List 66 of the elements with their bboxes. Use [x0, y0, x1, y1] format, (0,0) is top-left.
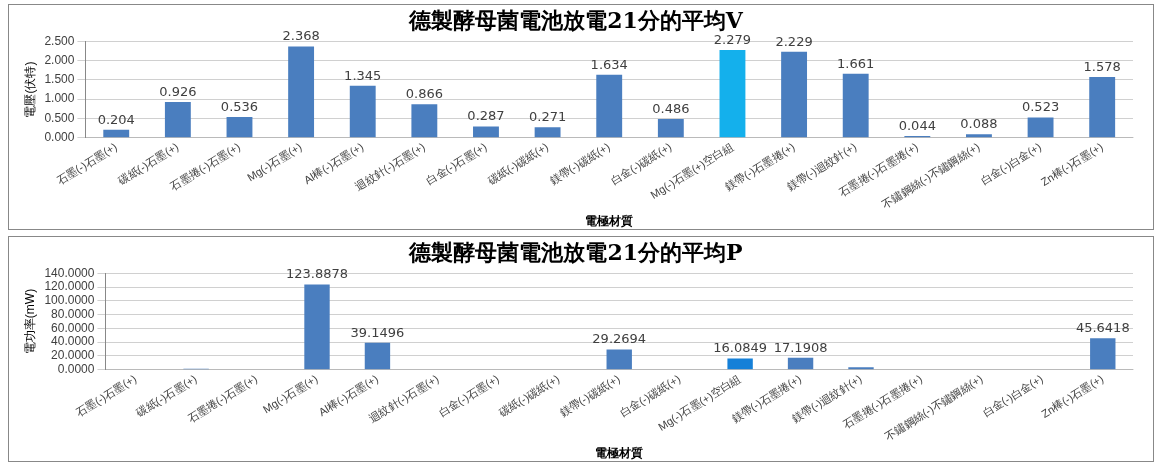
chart-title: 德製酵母菌電池放電21分的平均P: [408, 238, 743, 265]
y-tick-label: 1.000: [44, 91, 75, 106]
y-tick-label: 1.500: [44, 72, 75, 87]
bar: [164, 102, 191, 138]
data-label: 2.229: [775, 33, 813, 49]
data-label: 45.6418: [1075, 320, 1130, 336]
bar: [288, 46, 315, 138]
bar: [304, 284, 330, 370]
data-label: 0.926: [159, 83, 197, 99]
y-axis-title: 電功率(mW): [22, 288, 37, 355]
bar: [103, 129, 130, 138]
data-label: 0.536: [220, 98, 259, 114]
bar: [411, 104, 438, 138]
bar: [657, 118, 684, 138]
bar: [226, 117, 253, 138]
x-axis-title: 電極材質: [595, 446, 644, 461]
chart-title: 德製酵母菌電池放電21分的平均V: [408, 6, 744, 33]
bar: [364, 342, 391, 370]
y-tick-label: 140.0000: [44, 265, 95, 280]
data-label: 1.578: [1083, 58, 1121, 74]
data-label: 17.1908: [773, 339, 828, 355]
data-label: 39.1496: [350, 324, 405, 340]
data-label: 2.279: [713, 31, 752, 47]
bar: [534, 127, 561, 138]
bar: [596, 74, 623, 138]
data-label: 123.8878: [285, 266, 349, 282]
data-label: 0.287: [467, 108, 505, 124]
y-tick-label: 20.0000: [51, 348, 95, 363]
y-tick-label: 0.0000: [57, 361, 95, 376]
data-label: 29.2694: [592, 331, 647, 347]
data-label: 0.088: [960, 116, 998, 132]
x-tick-label: 鎂帶(-)碳紙(+): [547, 140, 612, 187]
data-label: 0.866: [405, 86, 443, 102]
y-tick-label: 100.0000: [44, 293, 95, 308]
data-label: 1.634: [590, 56, 628, 72]
bar: [781, 51, 808, 138]
y-tick-label: 60.0000: [51, 320, 95, 335]
bar: [719, 49, 746, 138]
bar: [1089, 76, 1116, 138]
bar: [842, 73, 869, 138]
y-tick-label: 0.000: [44, 129, 75, 144]
bar: [1027, 117, 1054, 138]
y-tick-label: 120.0000: [44, 279, 95, 294]
y-tick-label: 2.000: [44, 52, 75, 67]
y-axis-title: 電壓(伏特): [22, 61, 37, 118]
y-tick-label: 80.0000: [51, 306, 95, 321]
y-tick-label: 2.500: [44, 33, 75, 48]
data-label: 2.368: [282, 28, 320, 44]
bar: [606, 349, 632, 370]
data-label: 1.345: [344, 67, 382, 83]
x-axis-title: 電極材質: [585, 214, 634, 229]
data-label: 0.271: [528, 109, 567, 125]
bar: [349, 85, 376, 138]
bar: [787, 357, 814, 370]
bar: [966, 134, 992, 138]
data-label: 0.204: [97, 111, 135, 127]
y-tick-label: 40.0000: [51, 334, 95, 349]
bar: [727, 358, 753, 370]
y-tick-label: 0.500: [44, 110, 75, 125]
data-label: 0.044: [898, 117, 936, 133]
data-label: 16.0849: [713, 340, 767, 356]
bar: [1090, 338, 1116, 370]
data-label: 1.661: [837, 55, 875, 71]
bar: [473, 126, 499, 138]
data-label: 0.523: [1021, 99, 1060, 115]
data-label: 0.486: [652, 100, 690, 116]
